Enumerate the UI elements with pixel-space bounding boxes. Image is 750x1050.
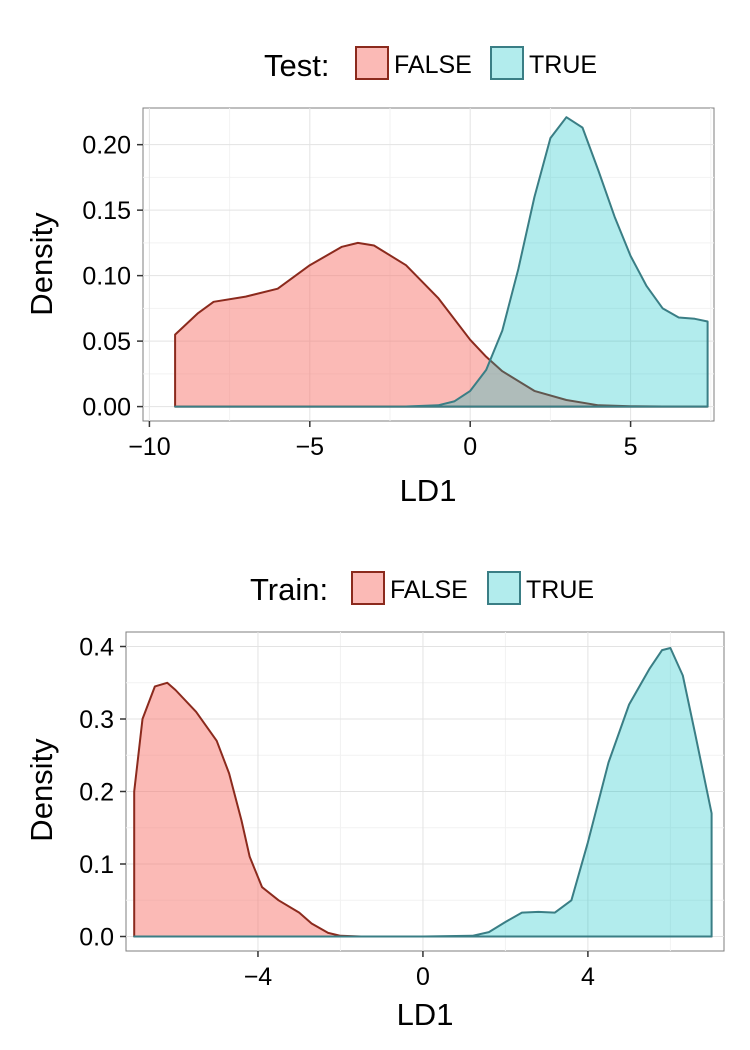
x-tick-label: −4	[244, 963, 273, 991]
x-tick-label: 5	[624, 433, 638, 461]
test-legend-label-true: TRUE	[529, 51, 597, 79]
x-tick-label: 4	[581, 963, 595, 991]
train-legend-key-true	[487, 571, 521, 605]
train-y-axis-title: Density	[24, 738, 59, 842]
y-tick-label: 0.15	[82, 197, 131, 225]
y-tick-label: 0.1	[79, 851, 114, 879]
y-tick-label: 0.00	[82, 394, 131, 422]
train-legend-label-true: TRUE	[526, 576, 594, 604]
test-legend: Test: FALSE TRUE	[264, 46, 597, 83]
test-y-axis: 0.00 0.05 0.10 0.15 0.20	[82, 132, 143, 422]
test-y-axis-title: Density	[24, 212, 59, 316]
train-legend-label-false: FALSE	[390, 576, 468, 604]
test-chart: Test: FALSE TRUE 0.00 0.05 0.10 0.15 0.20 −1…	[24, 46, 715, 508]
y-tick-label: 0.05	[82, 328, 131, 356]
test-legend-key-false	[355, 46, 389, 80]
x-tick-label: −10	[128, 433, 170, 461]
y-tick-label: 0.3	[79, 706, 114, 734]
train-series	[133, 647, 713, 938]
x-tick-label: −5	[296, 433, 325, 461]
test-legend-title: Test:	[264, 48, 329, 83]
test-legend-key-true	[490, 46, 524, 80]
train-legend-key-false	[351, 571, 385, 605]
train-y-axis: 0.0 0.1 0.2 0.3 0.4	[79, 634, 126, 952]
train-x-axis: −4 0 4	[244, 951, 595, 991]
test-x-axis: −10 −5 0 5	[128, 421, 638, 461]
y-tick-label: 0.0	[79, 924, 114, 952]
test-legend-label-false: FALSE	[394, 51, 472, 79]
test-density-true	[174, 116, 709, 408]
y-tick-label: 0.10	[82, 263, 131, 291]
train-chart: Train: FALSE TRUE 0.0 0.1 0.2 0.3 0.4 −4 0 4 L…	[24, 571, 725, 1032]
y-tick-label: 0.20	[82, 132, 131, 160]
x-tick-label: 0	[416, 963, 430, 991]
train-legend: Train: FALSE TRUE	[250, 571, 594, 607]
x-tick-label: 0	[463, 433, 477, 461]
test-x-axis-title: LD1	[400, 473, 457, 508]
y-tick-label: 0.2	[79, 779, 114, 807]
test-series	[174, 116, 709, 408]
y-tick-label: 0.4	[79, 634, 114, 662]
train-legend-title: Train:	[250, 572, 328, 607]
train-density-true	[133, 647, 713, 938]
train-x-axis-title: LD1	[397, 997, 454, 1032]
